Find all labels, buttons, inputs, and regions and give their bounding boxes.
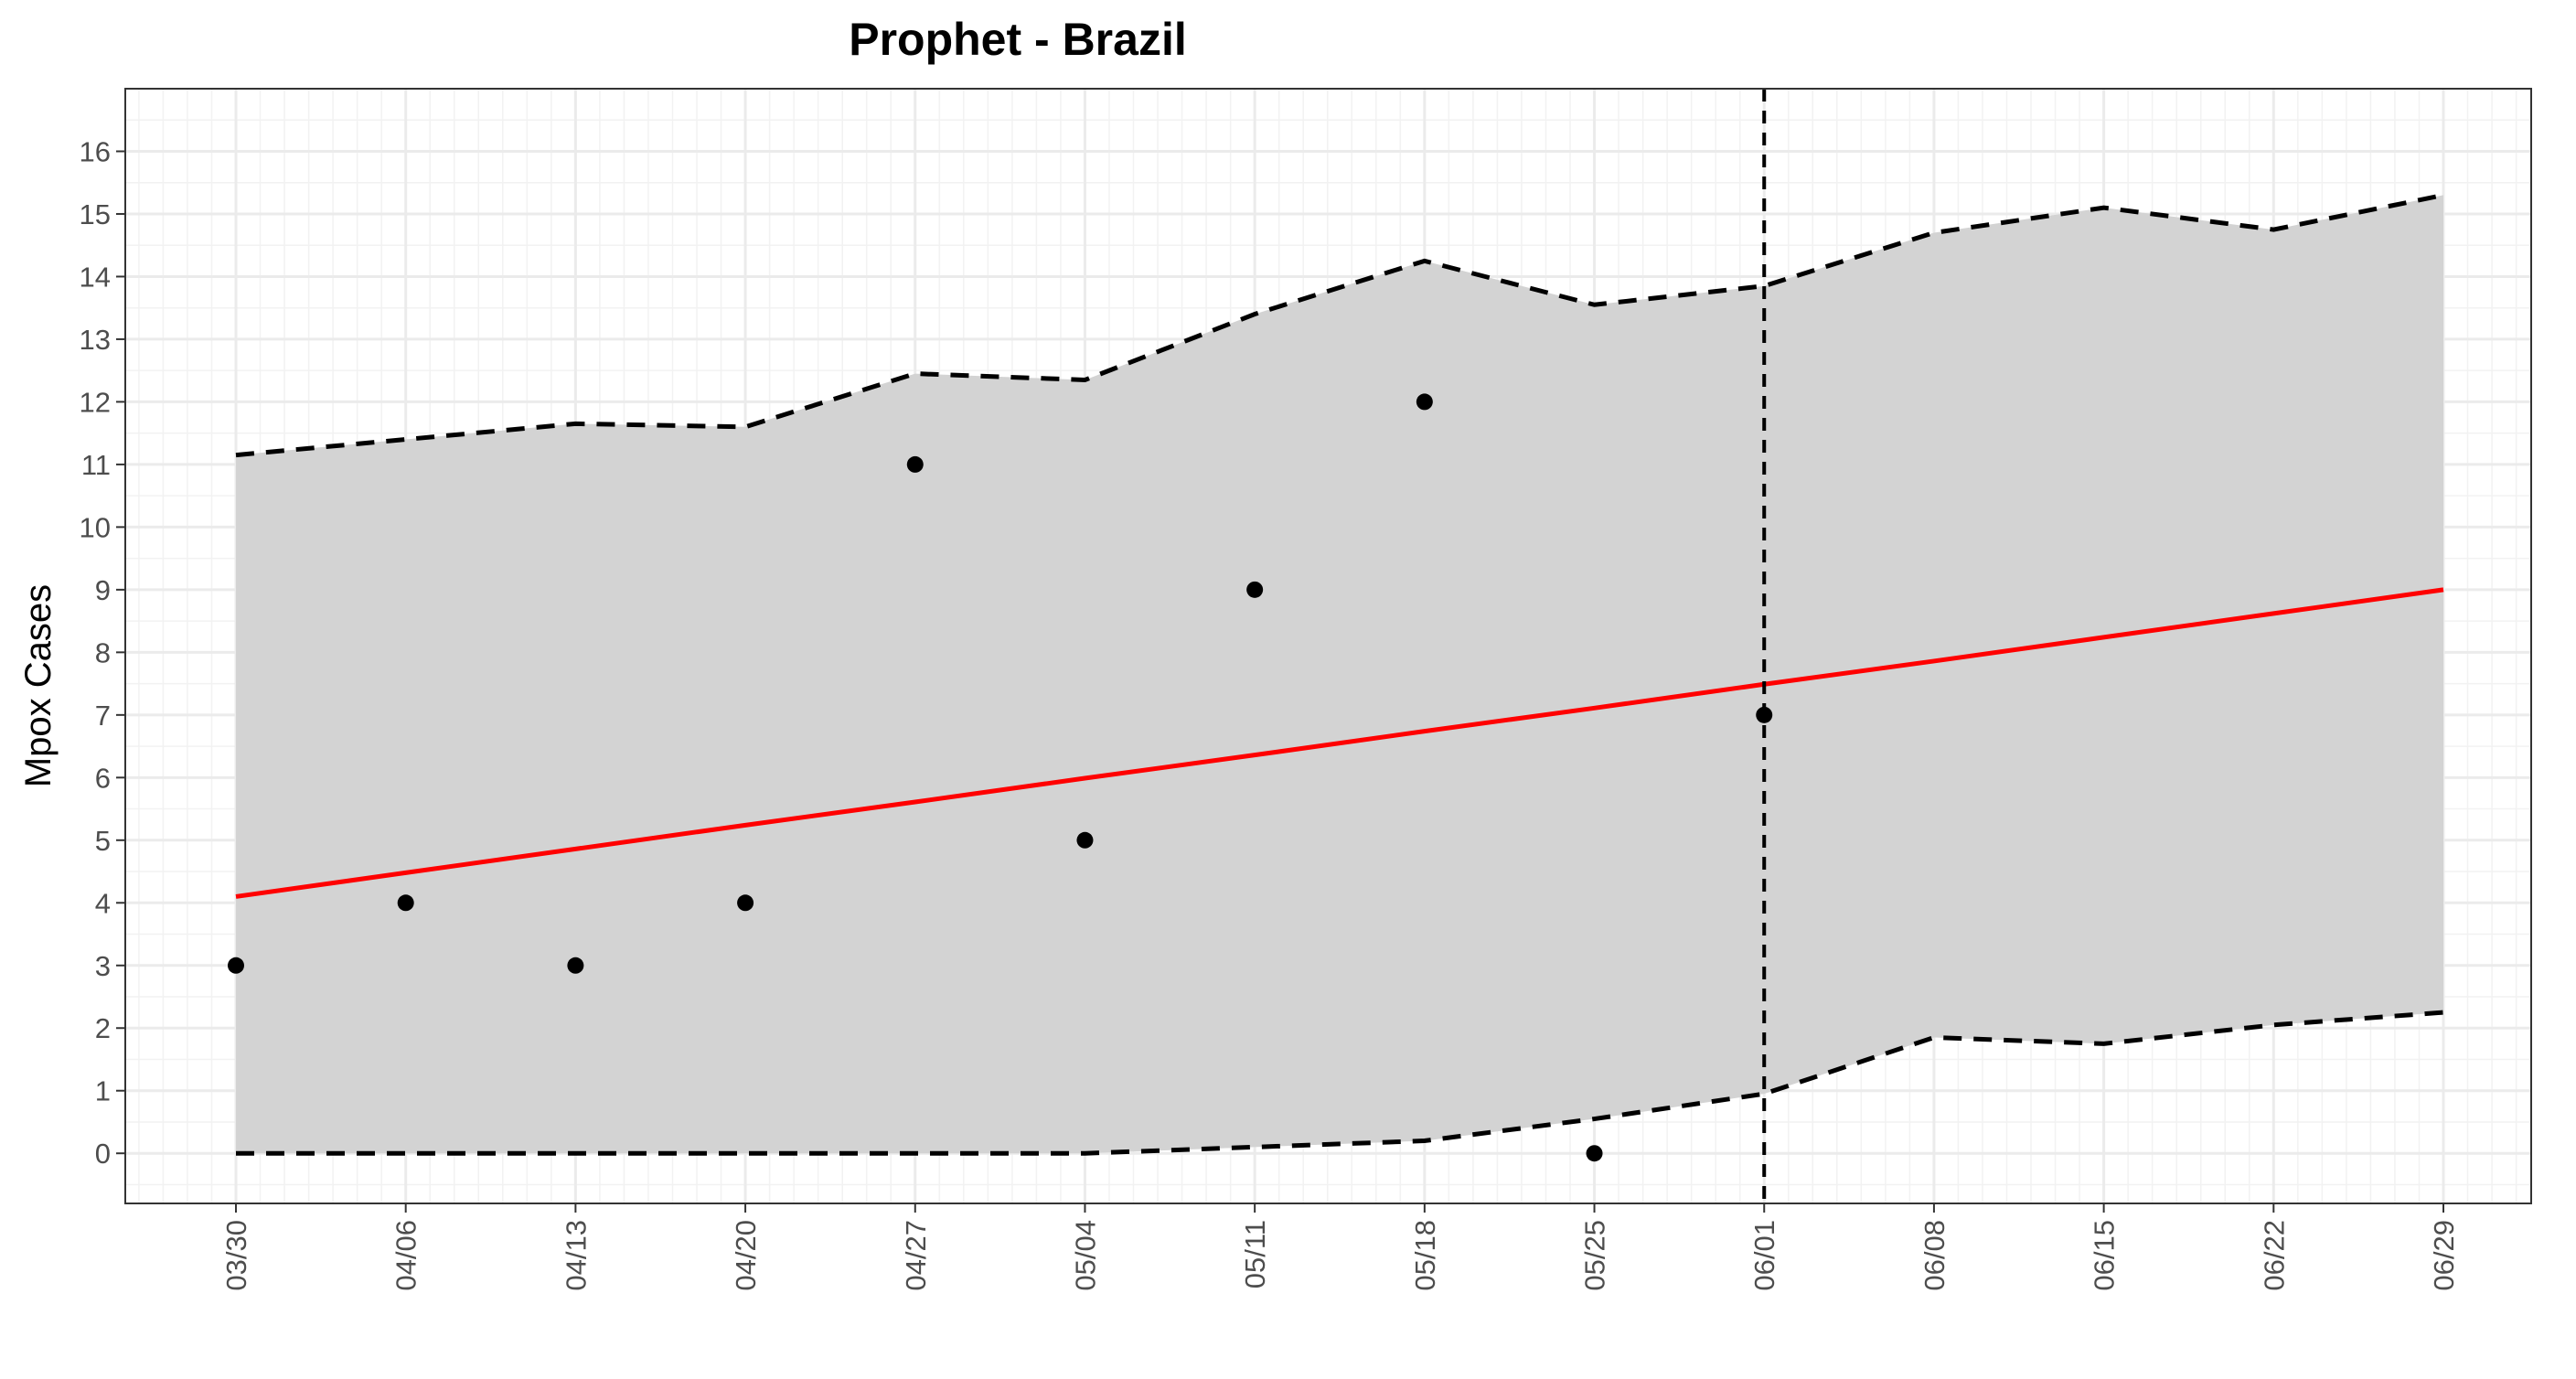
x-tick-label: 03/30 xyxy=(220,1220,252,1291)
observed-point xyxy=(397,894,414,912)
x-tick-label: 06/08 xyxy=(1919,1220,1951,1291)
observed-point xyxy=(1076,831,1094,849)
chart-title: Prophet - Brazil xyxy=(849,14,1186,65)
observed-point xyxy=(228,957,244,974)
y-tick-label: 8 xyxy=(95,636,111,668)
y-tick-label: 11 xyxy=(81,449,111,481)
y-tick-label: 2 xyxy=(95,1012,111,1044)
plot-panel-border xyxy=(124,88,2532,1204)
x-tick-label: 04/27 xyxy=(900,1220,932,1291)
y-tick-label: 10 xyxy=(80,511,111,543)
upper-bound-line xyxy=(235,192,2444,458)
y-tick-label: 3 xyxy=(95,950,111,982)
observed-point xyxy=(737,894,754,912)
x-tick-label: 05/04 xyxy=(1069,1220,1101,1291)
observed-point xyxy=(567,957,584,974)
y-tick-label: 15 xyxy=(80,198,111,230)
x-tick-label: 06/01 xyxy=(1748,1220,1780,1291)
observed-point xyxy=(1586,1145,1603,1162)
x-tick-label: 05/11 xyxy=(1239,1220,1271,1288)
y-tick-label: 1 xyxy=(95,1075,111,1107)
y-tick-label: 12 xyxy=(80,386,111,418)
observed-point xyxy=(1416,393,1433,411)
observed-point xyxy=(1246,581,1264,598)
x-tick-label: 05/25 xyxy=(1579,1220,1611,1291)
prediction-interval-band xyxy=(236,195,2443,1154)
x-tick-label: 06/22 xyxy=(2258,1220,2290,1291)
x-tick-label: 04/13 xyxy=(560,1220,592,1291)
y-tick-label: 9 xyxy=(95,574,111,606)
observed-point xyxy=(1756,706,1773,723)
y-tick-label: 5 xyxy=(95,825,111,857)
y-tick-label: 4 xyxy=(95,887,111,919)
forecast-line xyxy=(235,587,2444,899)
x-tick-label: 06/29 xyxy=(2428,1220,2460,1291)
y-tick-label: 6 xyxy=(95,762,111,794)
observed-point xyxy=(906,455,924,473)
y-tick-label: 0 xyxy=(95,1138,111,1170)
y-tick-label: 16 xyxy=(80,135,111,167)
y-tick-label: 7 xyxy=(95,700,111,732)
x-tick-label: 04/20 xyxy=(730,1220,762,1291)
y-axis-title: Mpox Cases xyxy=(18,584,59,787)
x-tick-label: 05/18 xyxy=(1409,1220,1441,1291)
x-tick-label: 06/15 xyxy=(2089,1220,2121,1291)
lower-bound-line xyxy=(236,1010,2444,1156)
y-tick-label: 13 xyxy=(80,324,111,356)
x-tick-label: 04/06 xyxy=(390,1220,422,1291)
y-tick-label: 14 xyxy=(80,261,111,293)
